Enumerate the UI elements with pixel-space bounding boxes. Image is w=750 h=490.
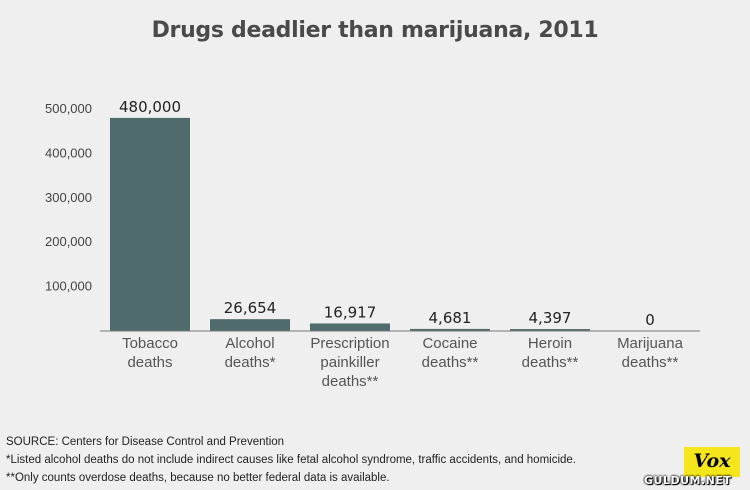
category-label: Cocaine deaths** [422, 335, 479, 371]
category-label: Prescription painkiller deaths** [310, 335, 389, 390]
y-tick-label: 400,000 [45, 145, 92, 160]
bar [510, 329, 590, 331]
alcohol-footnote: *Listed alcohol deaths do not include in… [6, 454, 577, 466]
category-label: Marijuana deaths** [617, 335, 684, 371]
watermark: GULDUM.NET [644, 474, 732, 487]
category-label: Alcohol deaths* [225, 335, 276, 371]
data-label: 0 [645, 311, 655, 329]
overdose-footnote: **Only counts overdose deaths, because n… [6, 472, 390, 484]
bar [410, 328, 490, 331]
bar-chart: 100,000 200,000 300,000 400,000 500,000 480,0… [45, 98, 700, 390]
footnotes: SOURCE: Centers for Disease Control and … [6, 433, 576, 487]
y-tick-label: 500,000 [45, 101, 92, 116]
source-note: SOURCE: Centers for Disease Control and … [6, 436, 285, 448]
y-tick-label: 200,000 [45, 234, 92, 249]
category-label: Tobacco deaths [122, 335, 178, 371]
y-tick-label: 100,000 [45, 279, 92, 294]
bar [210, 319, 290, 331]
data-label: 16,917 [324, 303, 377, 321]
data-label: 4,397 [529, 309, 572, 327]
category-label: Heroin deaths** [522, 335, 579, 371]
vox-logo: Vox [684, 447, 740, 477]
y-tick-label: 300,000 [45, 190, 92, 205]
data-label: 26,654 [224, 299, 277, 317]
data-label: 4,681 [429, 309, 472, 327]
bar [310, 323, 390, 331]
chart-title: Drugs deadlier than marijuana, 2011 [151, 18, 599, 43]
data-label: 480,000 [119, 98, 181, 116]
bar [110, 117, 190, 331]
